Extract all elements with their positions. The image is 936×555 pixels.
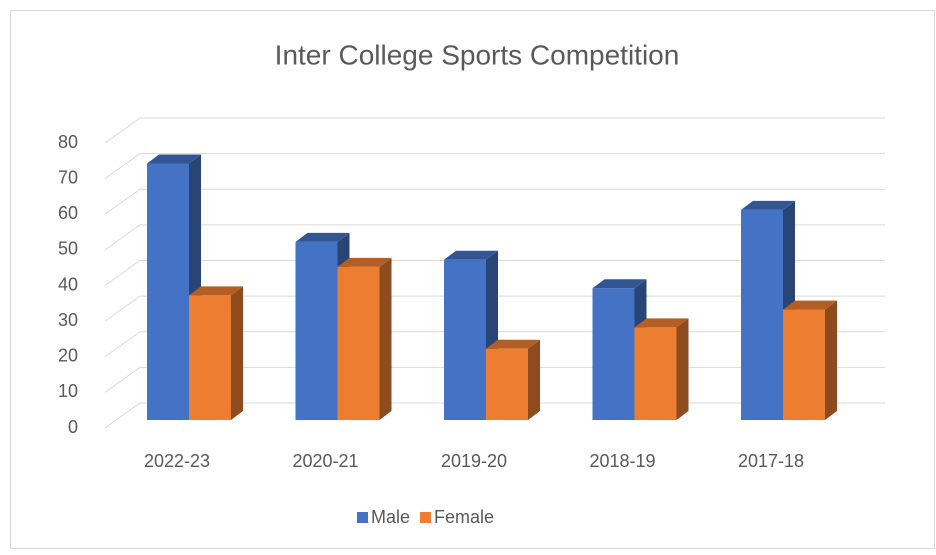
bar-top <box>486 339 540 349</box>
bar <box>634 327 677 420</box>
y-tick-label: 60 <box>58 203 78 223</box>
bar-top <box>444 250 498 260</box>
bar-top <box>783 300 837 310</box>
y-tick-label: 0 <box>68 417 78 437</box>
bar <box>295 241 338 420</box>
bar-top <box>147 154 201 164</box>
bar-top <box>295 232 350 242</box>
bar-top <box>189 286 243 296</box>
bar <box>337 266 380 420</box>
grid-line <box>104 153 885 180</box>
y-tick-label: 70 <box>58 167 78 187</box>
bar <box>147 163 189 420</box>
bar-top <box>634 318 689 328</box>
grid-line <box>104 260 885 286</box>
y-tick-label: 20 <box>58 346 78 366</box>
bar-top <box>592 279 647 289</box>
bar <box>741 209 783 420</box>
bar <box>189 295 231 420</box>
bar-side <box>676 318 689 420</box>
legend-swatch <box>357 512 368 523</box>
bar <box>444 259 486 420</box>
grid-line <box>104 224 885 251</box>
x-tick-label: 2017-18 <box>738 451 804 471</box>
bar-top <box>741 200 795 210</box>
bar-side <box>231 286 243 420</box>
y-tick-label: 40 <box>58 274 78 294</box>
bar-side <box>379 257 392 420</box>
x-tick-label: 2018-19 <box>589 451 655 471</box>
x-tick-label: 2019-20 <box>441 451 507 471</box>
bar <box>783 309 825 420</box>
grid-line <box>104 188 885 215</box>
y-tick-label: 30 <box>58 310 78 330</box>
legend-label: Female <box>434 507 494 527</box>
bar-side <box>825 300 837 420</box>
legend-label: Male <box>371 507 410 527</box>
chart-title: Inter College Sports Competition <box>275 39 680 70</box>
bar-side <box>528 339 540 420</box>
x-tick-label: 2020-21 <box>292 451 358 471</box>
y-tick-label: 80 <box>58 132 78 152</box>
y-tick-label: 10 <box>58 381 78 401</box>
bar <box>592 288 635 420</box>
x-tick-label: 2022-23 <box>144 451 210 471</box>
legend-swatch <box>420 512 432 523</box>
y-tick-label: 50 <box>58 239 78 259</box>
grid-line <box>104 117 885 144</box>
bar <box>486 348 528 420</box>
bar-top <box>337 257 392 267</box>
